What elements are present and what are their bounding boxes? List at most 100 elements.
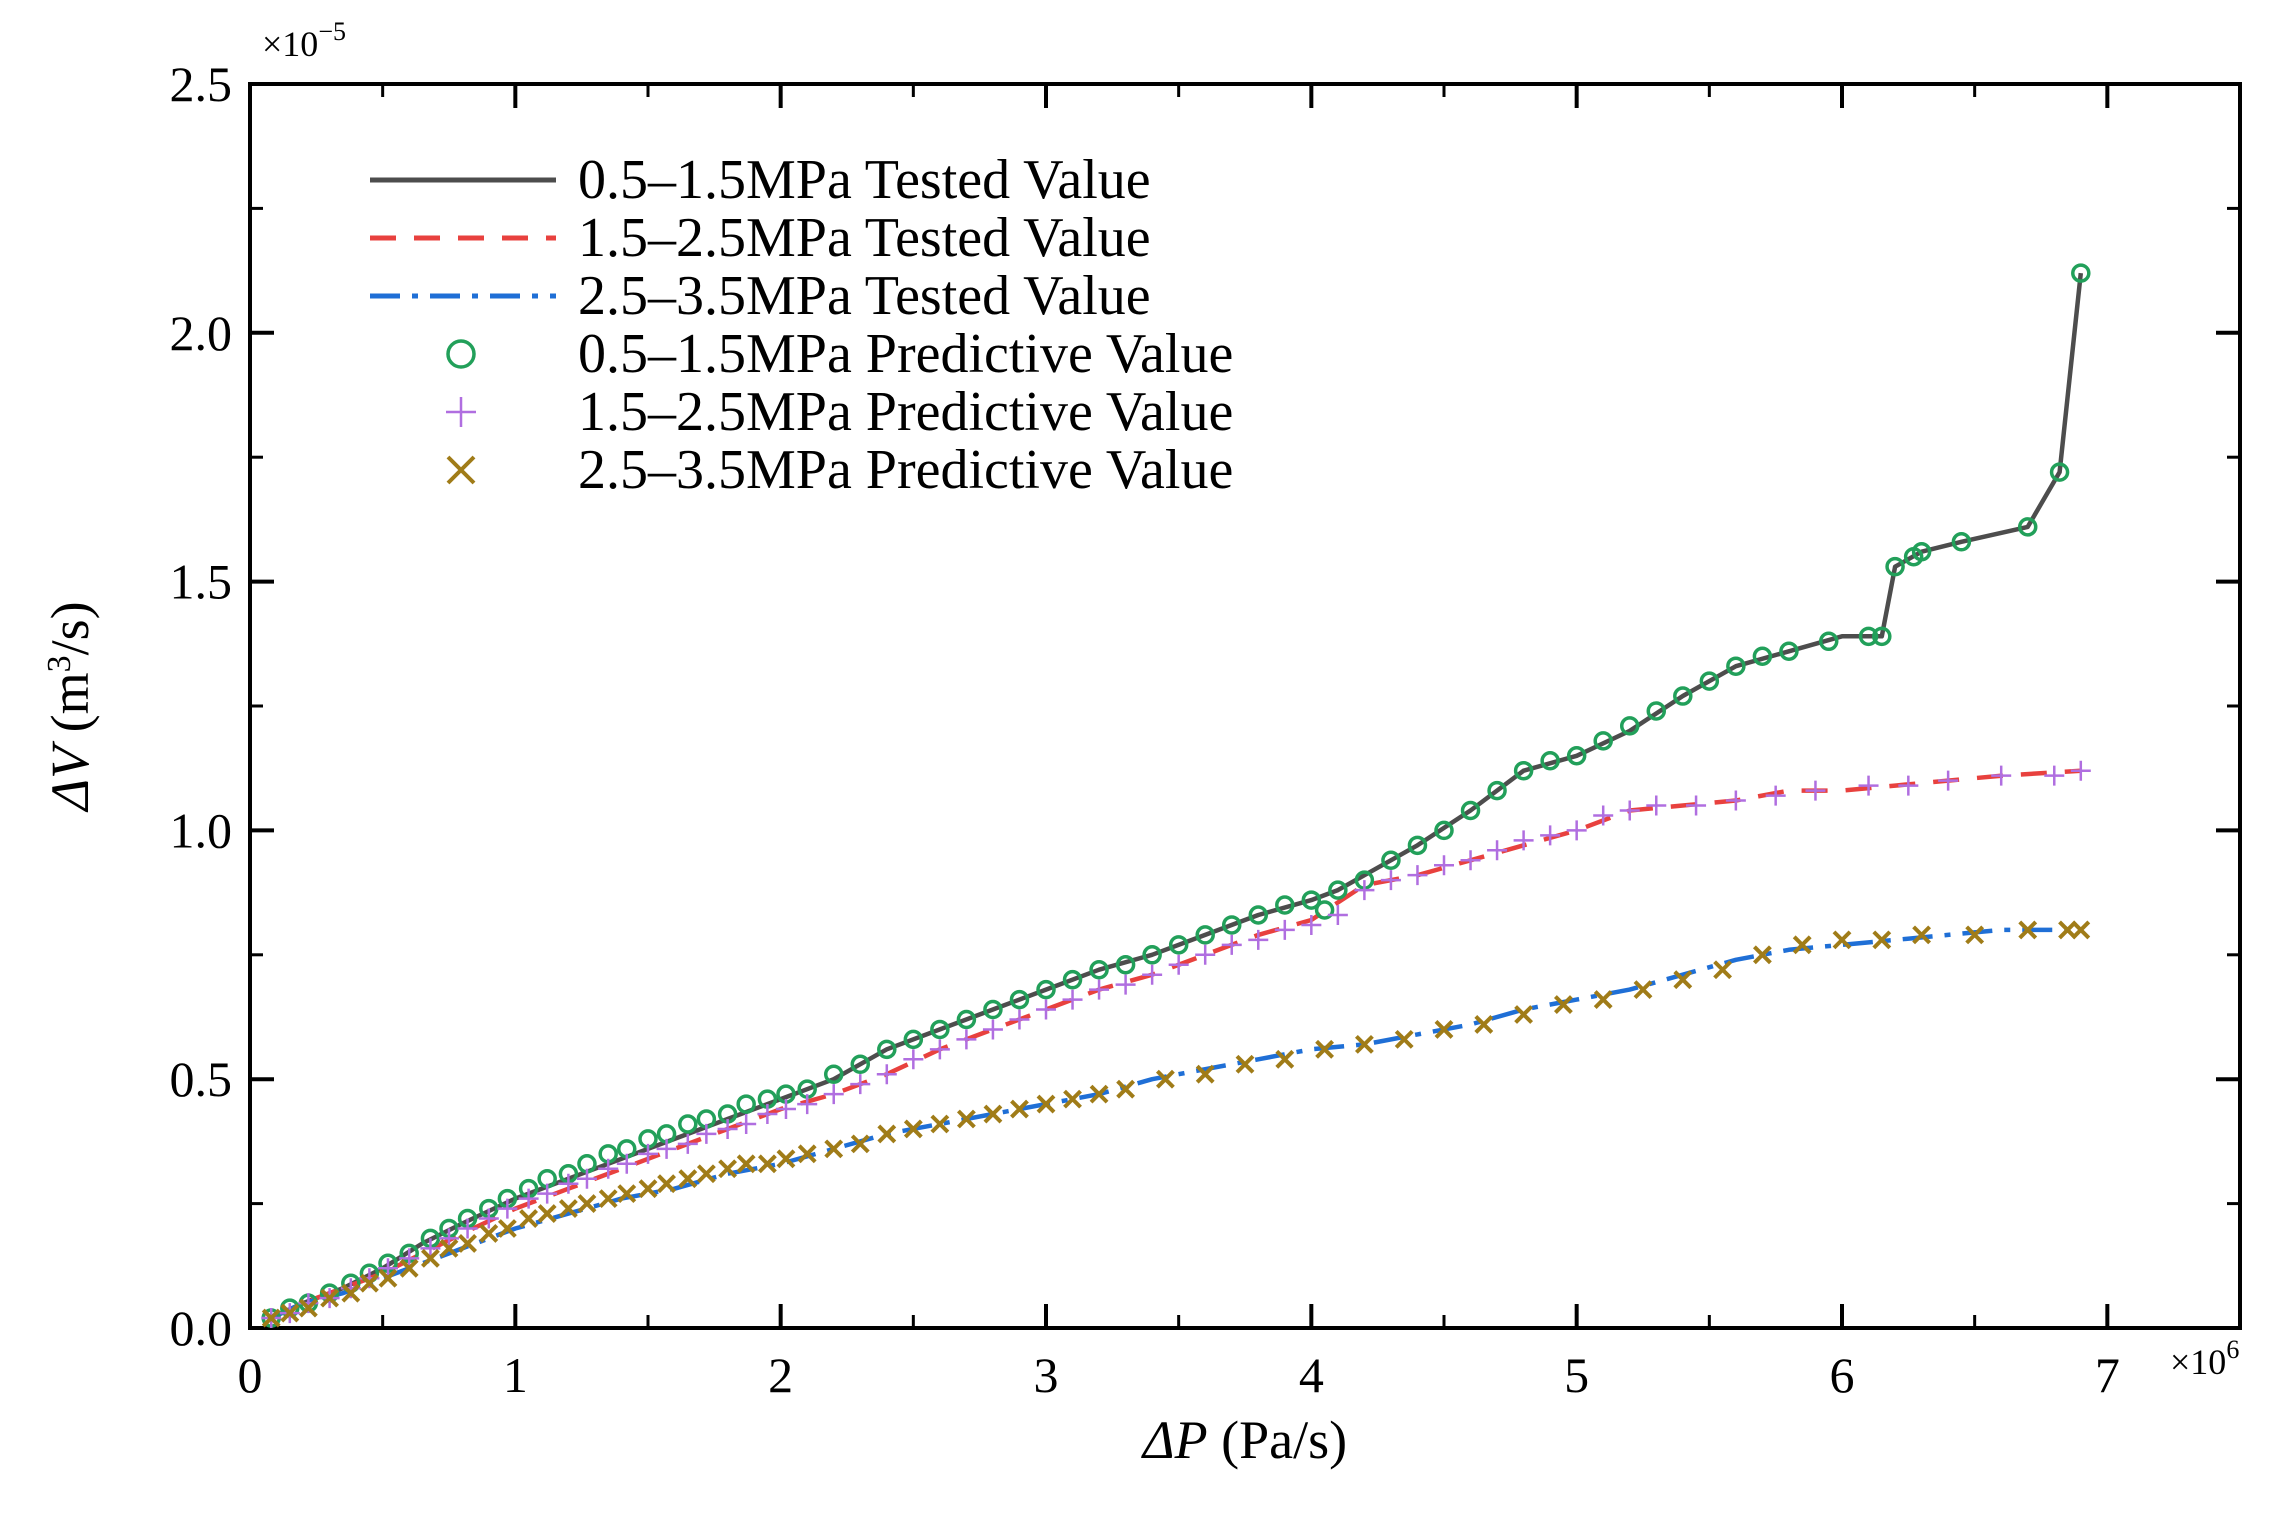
data-point-circle [1115, 955, 1136, 975]
data-point-circle [1540, 750, 1560, 771]
x-tick-label: 6 [1830, 1347, 1855, 1403]
data-point-cross [824, 1139, 844, 1159]
data-point-cross [261, 1308, 281, 1328]
data-point-circle [1726, 656, 1746, 676]
data-point-plus [1274, 919, 1295, 940]
data-point-cross [359, 1273, 379, 1293]
data-point-circle [1328, 880, 1348, 900]
y-tick-label: 0.5 [170, 1051, 233, 1107]
series-line-2 [270, 927, 2081, 1321]
series-markers-3 [261, 263, 2091, 1328]
data-point-plus [457, 1218, 478, 1239]
data-point-plus [1142, 964, 1163, 985]
data-point-cross [736, 1154, 756, 1174]
data-point-plus [1938, 770, 1959, 791]
data-point-circle [1566, 746, 1587, 766]
data-point-cross [1912, 925, 1932, 945]
data-point-plus [696, 1123, 717, 1144]
data-point-plus [598, 1158, 619, 1179]
y-axis-unit-pre: (m [40, 672, 100, 746]
data-point-plus [1036, 999, 1056, 1020]
data-point-plus [1089, 979, 1110, 1000]
data-point-cross [1354, 1034, 1374, 1054]
x-tick-label: 1 [503, 1347, 528, 1403]
data-point-circle [1699, 671, 1720, 691]
data-point-cross [1593, 990, 1613, 1009]
data-point-plus [1858, 775, 1879, 796]
y-axis-symbol: ΔV [40, 740, 100, 813]
data-point-cross [1275, 1049, 1295, 1069]
data-point-cross [577, 1194, 597, 1214]
x-tick-label: 7 [2095, 1347, 2120, 1403]
data-point-cross [537, 1204, 557, 1223]
data-point-plus [656, 1138, 677, 1159]
data-point-cross [1315, 1039, 1335, 1059]
data-point-circle [2071, 263, 2091, 283]
legend-label: 0.5–1.5MPa Predictive Value [578, 323, 1233, 385]
y-axis-unit-post: /s) [40, 601, 100, 655]
data-point-plus [1062, 989, 1083, 1010]
data-point-cross [1010, 1099, 1029, 1119]
data-point-plus [1646, 795, 1667, 816]
data-point-plus [775, 1099, 796, 1120]
data-point-circle [956, 1009, 977, 1030]
x-multiplier-base: ×10 [2170, 1342, 2226, 1382]
data-point-plus [1354, 880, 1375, 901]
axis-ticks [248, 82, 2240, 1330]
data-point-circle [850, 1054, 871, 1075]
x-tick-label: 5 [1564, 1347, 1589, 1403]
data-point-circle [1885, 556, 1905, 577]
data-point-plus [736, 1113, 757, 1134]
data-point-plus [1566, 820, 1587, 841]
data-point-circle [1142, 945, 1162, 965]
data-point-cross [1713, 960, 1733, 980]
data-point-circle [1221, 915, 1242, 935]
data-point-circle [1314, 900, 1335, 920]
series-layer [261, 263, 2091, 1329]
axis-tick-labels: 0 1 2 3 4 5 6 7 0.0 0.5 1.0 1.5 2.0 2.5 [170, 56, 2120, 1403]
legend-swatch-marker [446, 455, 476, 485]
data-point-cross [1089, 1084, 1109, 1104]
data-point-plus [638, 1143, 658, 1164]
data-point-circle [1872, 626, 1892, 647]
data-point-circle [1911, 541, 1932, 562]
data-point-circle [930, 1019, 950, 1040]
series-markers-4 [261, 760, 2091, 1329]
data-point-cross [617, 1184, 637, 1204]
data-point-cross [1792, 935, 1812, 955]
data-point-plus [1221, 934, 1242, 955]
x-tick-label: 3 [1034, 1347, 1059, 1403]
data-point-plus [478, 1208, 499, 1229]
data-point-circle [1062, 969, 1083, 990]
data-point-cross [638, 1179, 658, 1199]
y-tick-label: 0.0 [170, 1300, 233, 1356]
data-point-plus [537, 1183, 558, 1204]
data-point-plus [1168, 954, 1189, 975]
data-point-plus [1327, 904, 1348, 925]
data-point-circle [1009, 989, 1030, 1010]
x-axis-symbol: ΔP [1141, 1410, 1208, 1470]
y-multiplier-base: ×10 [262, 24, 318, 64]
data-point-plus [420, 1238, 441, 1259]
data-point-cross [877, 1124, 897, 1144]
data-point-cross [718, 1159, 738, 1179]
data-point-plus [1725, 790, 1746, 811]
data-point-plus [1513, 830, 1534, 851]
data-point-plus [876, 1064, 897, 1085]
legend-label: 2.5–3.5MPa Predictive Value [578, 439, 1233, 501]
data-point-cross [1394, 1029, 1414, 1049]
data-point-cross [1965, 925, 1985, 945]
data-point-cross [776, 1149, 796, 1169]
data-point-circle [1646, 701, 1667, 721]
data-point-cross [930, 1114, 950, 1134]
data-point-plus [1540, 825, 1561, 846]
data-point-cross [757, 1154, 777, 1174]
data-point-cross [1872, 930, 1892, 950]
data-point-plus [956, 1029, 977, 1050]
y-tick-label: 2.5 [170, 56, 233, 112]
data-point-cross [558, 1199, 578, 1218]
data-point-plus [823, 1084, 844, 1105]
data-point-cross [1036, 1094, 1056, 1114]
